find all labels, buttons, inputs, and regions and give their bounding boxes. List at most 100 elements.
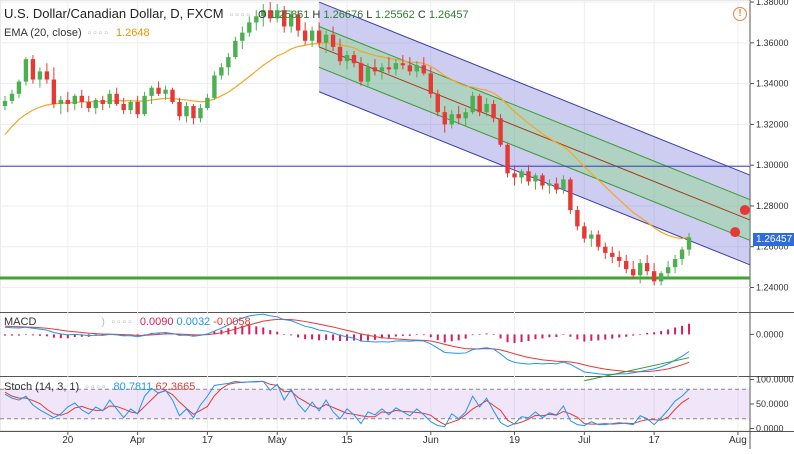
macd-legend-buttons[interactable]: ) ▫▫▫▫ — [101, 317, 134, 328]
candle-body — [449, 114, 454, 125]
time-tick-label: 20 — [62, 435, 74, 446]
macd-histogram-bar — [541, 334, 544, 339]
candle-body — [365, 67, 371, 82]
candle-body — [351, 55, 357, 64]
macd-histogram-bar — [262, 327, 265, 335]
macd-histogram-bar — [646, 332, 649, 335]
stoch-value-k: 80.7811 — [113, 381, 153, 393]
macd-histogram-bar — [234, 326, 237, 335]
candle-body — [247, 22, 252, 33]
stoch-tick-label: 100.0000 — [756, 374, 794, 384]
macd-histogram-bar — [520, 334, 523, 343]
candle-body — [658, 273, 664, 282]
macd-histogram-bar — [290, 334, 293, 336]
ohlc-high-label: H — [312, 9, 321, 21]
macd-line — [4, 313, 690, 375]
stoch-label[interactable]: Stoch (14, 3, 1) — [4, 381, 80, 393]
candle-body — [624, 261, 629, 270]
macd-histogram-bar — [394, 334, 397, 337]
macd-histogram-bar — [353, 334, 355, 341]
candles-group — [2, 2, 692, 286]
candle-body — [51, 79, 57, 104]
macd-value-3: -0.0058 — [213, 316, 251, 328]
legend-buttons[interactable]: ▫▫▫▫ — [229, 10, 252, 21]
macd-histogram-bar — [255, 326, 258, 335]
candle-body — [135, 101, 140, 115]
macd-histogram-bar — [478, 334, 481, 335]
macd-histogram-bar — [24, 334, 27, 335]
macd-label[interactable]: MACD — [4, 316, 37, 328]
macd-signal-line — [4, 318, 690, 373]
alert-icon[interactable]: ! — [733, 7, 747, 21]
candle-body — [163, 89, 168, 94]
macd-histogram-bar — [387, 334, 390, 338]
ohlc-low-label: L — [366, 9, 372, 21]
candle-body — [358, 63, 364, 82]
macd-histogram-bar — [429, 334, 432, 338]
candle-body — [400, 63, 406, 66]
macd-histogram-bar — [681, 325, 684, 335]
ema-value: 1.2648 — [115, 27, 150, 39]
macd-legend: MACD ) ▫▫▫▫ 0.0090 0.0032 -0.0058 — [4, 316, 251, 328]
candle-body — [58, 99, 64, 104]
macd-histogram-bar — [297, 334, 300, 338]
ohlc-low: 1.25562 — [375, 9, 415, 21]
macd-histogram-bar — [653, 332, 656, 335]
ema-label[interactable]: EMA (20, close) — [4, 27, 82, 39]
price-tick-label: 1.26000 — [756, 242, 789, 252]
candle-body — [177, 101, 182, 117]
candle-body — [456, 114, 461, 119]
time-tick-label: 17 — [202, 435, 214, 446]
price-tick-label: 1.28000 — [756, 201, 789, 211]
macd-histogram-bar — [485, 333, 488, 335]
macd-histogram-bar — [213, 331, 216, 335]
price-tick-label: 1.36000 — [756, 38, 789, 48]
macd-histogram-bar — [443, 334, 446, 343]
macd-histogram-bar — [276, 331, 279, 335]
stoch-band — [0, 389, 750, 419]
macd-histogram-bar — [366, 334, 369, 341]
macd-histogram-bar — [45, 334, 48, 337]
macd-histogram-bar — [597, 334, 600, 341]
candle-body — [170, 89, 175, 102]
macd-histogram-bar — [618, 334, 621, 338]
candle-body — [268, 10, 273, 19]
candle-body — [589, 234, 594, 239]
candle-body — [575, 210, 580, 227]
candle-body — [261, 10, 266, 17]
candle-body — [282, 10, 287, 27]
candle-body — [295, 14, 301, 31]
candle-body — [372, 67, 378, 72]
candle-body — [665, 267, 671, 274]
macd-histogram-bar — [611, 334, 614, 339]
macd-histogram-bar — [408, 334, 411, 336]
candle-body — [582, 226, 587, 239]
macd-histogram-bar — [492, 334, 495, 335]
macd-histogram-bar — [66, 334, 69, 339]
ema-legend-buttons[interactable]: ▫▫▫▫ — [87, 28, 110, 39]
macd-histogram-bar — [346, 334, 349, 341]
macd-histogram-bar — [220, 329, 223, 335]
marker-dot — [739, 205, 750, 216]
macd-tick-label: 0.0000 — [756, 329, 784, 339]
marker-dot — [730, 227, 741, 238]
time-tick-label: Aug — [729, 435, 747, 446]
candle-body — [407, 65, 413, 72]
candle-body — [428, 73, 433, 94]
candle-body — [65, 99, 71, 104]
macd-histogram-bar — [436, 334, 439, 341]
candle-body — [463, 112, 468, 119]
candle-body — [226, 57, 231, 68]
macd-histogram-bar — [248, 325, 251, 335]
candle-body — [519, 171, 524, 178]
symbol-title[interactable]: U.S. Dollar/Canadian Dollar, D, FXCM — [4, 6, 224, 21]
candle-body — [86, 101, 91, 109]
candle-body — [316, 30, 322, 43]
candle-body — [121, 104, 126, 111]
candle-body — [421, 65, 426, 74]
stoch-legend-buttons[interactable]: ▫▫▫▫ — [85, 382, 108, 393]
candle-body — [344, 55, 350, 62]
candle-body — [561, 179, 566, 190]
